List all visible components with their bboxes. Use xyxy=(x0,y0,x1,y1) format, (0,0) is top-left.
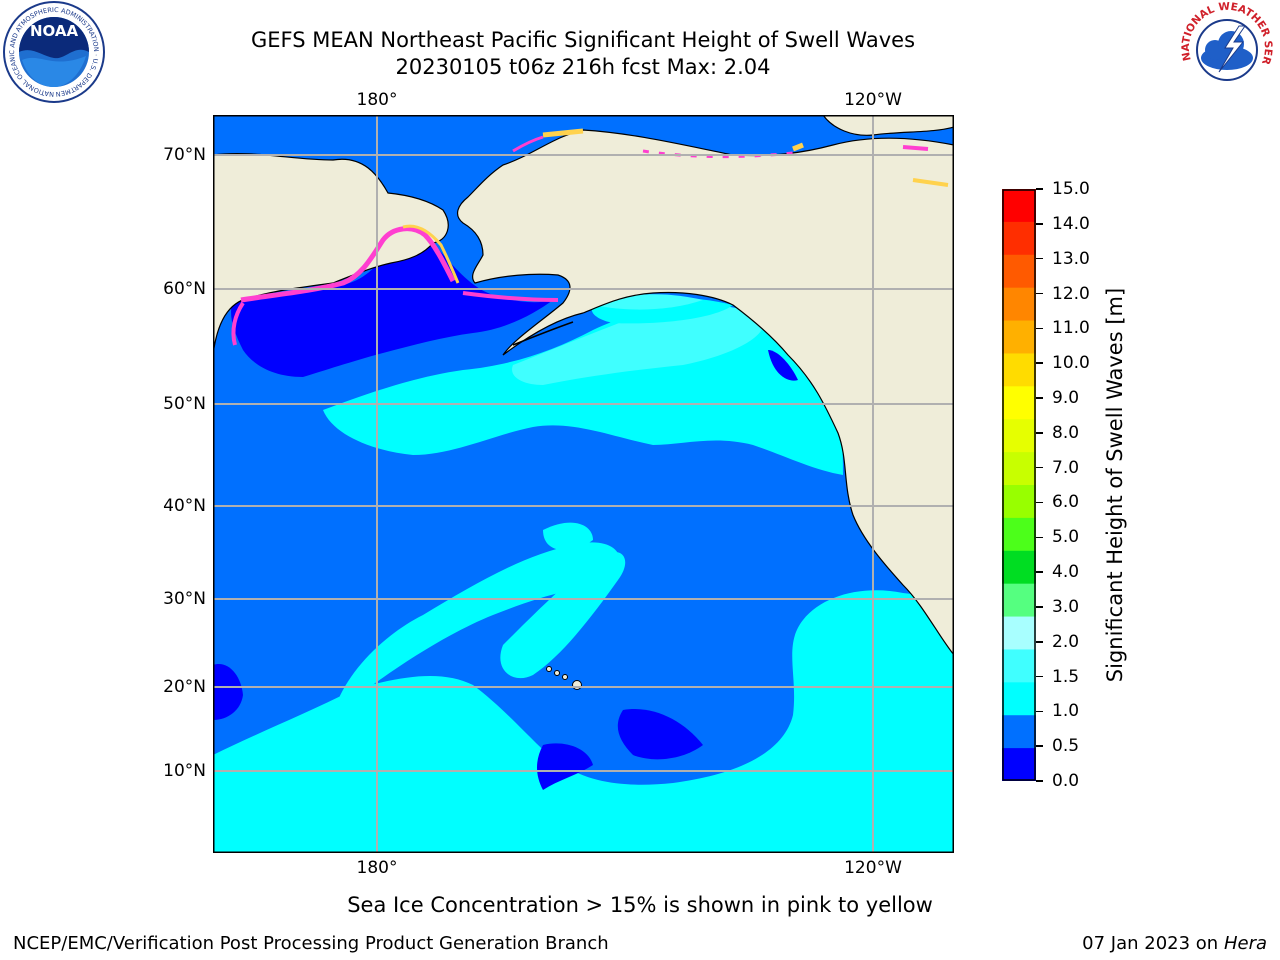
colorbar-cell xyxy=(1002,715,1036,749)
colorbar-tick-label: 8.0 xyxy=(1052,422,1080,443)
colorbar-tick-label: 1.5 xyxy=(1052,666,1080,687)
lat-tick-50n: 50°N xyxy=(163,394,206,414)
colorbar-cell xyxy=(1002,616,1036,650)
sea-ice xyxy=(231,128,949,346)
noaa-logo-text: NOAA xyxy=(30,22,79,40)
colorbar-tick-label: 5.0 xyxy=(1052,527,1080,548)
colorbar-tick-mark xyxy=(1036,501,1043,504)
ocean-swell-10-15-south xyxy=(213,590,954,853)
colorbar-tick-mark xyxy=(1036,780,1043,782)
colorbar-tick-mark xyxy=(1036,257,1043,260)
colorbar-tick-mark xyxy=(1036,745,1043,747)
colorbar-tick-label: 6.0 xyxy=(1052,492,1080,513)
colorbar-tick-mark xyxy=(1036,641,1043,643)
ocean-swell-15-20 xyxy=(512,304,765,385)
footer-date-text: 07 Jan 2023 on xyxy=(1082,933,1224,954)
colorbar-tick-mark xyxy=(1036,397,1043,399)
colorbar-tick-mark xyxy=(1036,188,1043,190)
colorbar-tick-mark xyxy=(1036,710,1043,713)
colorbar-tick-label: 13.0 xyxy=(1052,248,1090,269)
colorbar-tick-label: 9.0 xyxy=(1052,387,1080,408)
colorbar-tick-label: 2.0 xyxy=(1052,631,1080,652)
colorbar-tick-label: 12.0 xyxy=(1052,283,1090,304)
colorbar-cell xyxy=(1002,287,1036,322)
colorbar-cell xyxy=(1002,386,1036,420)
colorbar-cell xyxy=(1002,353,1036,387)
colorbar-cell xyxy=(1002,649,1036,683)
chart-title: GEFS MEAN Northeast Pacific Significant … xyxy=(250,28,916,52)
sea-ice-note: Sea Ice Concentration > 15% is shown in … xyxy=(347,893,933,917)
colorbar-tick-label: 3.0 xyxy=(1052,596,1080,617)
map-frame xyxy=(213,115,954,853)
colorbar-tick-mark xyxy=(1036,536,1043,538)
colorbar-tick-mark xyxy=(1036,466,1043,469)
map-panel xyxy=(213,115,954,853)
noaa-logo-icon: NATIONAL OCEANIC AND ATMOSPHERIC ADMINIS… xyxy=(0,0,105,103)
colorbar-cell xyxy=(1002,189,1036,223)
footer-date: 07 Jan 2023 on Hera xyxy=(1082,933,1267,955)
colorbar-label: Significant Height of Swell Waves [m] xyxy=(1103,287,1127,683)
colorbar-cell xyxy=(1002,485,1036,519)
colorbar-cell xyxy=(1002,682,1036,716)
colorbar-tick-label: 7.0 xyxy=(1052,457,1080,478)
colorbar-tick-mark xyxy=(1036,223,1043,225)
lat-tick-70n: 70°N xyxy=(163,145,206,165)
lat-tick-20n: 20°N xyxy=(163,677,206,697)
ocean-swell-lt05-west xyxy=(213,664,243,720)
colorbar-tick-label: 1.0 xyxy=(1052,701,1080,722)
colorbar-tick-label: 11.0 xyxy=(1052,318,1090,339)
colorbar-tick-mark xyxy=(1036,292,1043,295)
nws-logo-icon: NATIONAL WEATHER SERVICE ★ ★ ★ xyxy=(1175,0,1275,98)
colorbar-cell xyxy=(1002,517,1036,552)
land-aleutians xyxy=(512,321,574,346)
lon-tick-top-120w: 120°W xyxy=(844,90,902,110)
colorbar-cell xyxy=(1002,583,1036,618)
ocean-swell-lt05-south xyxy=(537,743,593,790)
colorbar-cell xyxy=(1002,254,1036,289)
colorbar xyxy=(1002,189,1036,781)
land-arctic-islands xyxy=(822,115,954,136)
footer-credit: NCEP/EMC/Verification Post Processing Pr… xyxy=(13,933,609,954)
lon-tick-bottom-180: 180° xyxy=(356,858,398,878)
colorbar-cell xyxy=(1002,550,1036,585)
colorbar-cell xyxy=(1002,320,1036,354)
lat-tick-60n: 60°N xyxy=(163,279,206,299)
colorbar-tick-mark xyxy=(1036,432,1043,434)
lat-tick-30n: 30°N xyxy=(163,589,206,609)
land-alaska-canada xyxy=(456,129,954,656)
colorbar-tick-label: 14.0 xyxy=(1052,213,1090,234)
lon-tick-top-180: 180° xyxy=(356,90,398,110)
colorbar-tick-mark xyxy=(1036,327,1043,329)
ocean-swell-lt05-bering xyxy=(231,234,553,377)
ocean-swell-10-15-central xyxy=(333,542,621,715)
colorbar-cell xyxy=(1002,419,1036,453)
colorbar-cell xyxy=(1002,748,1036,781)
map-gridlines xyxy=(213,115,954,853)
colorbar-tick-label: 10.0 xyxy=(1052,353,1090,374)
colorbar-tick-label: 0.5 xyxy=(1052,736,1080,757)
ocean-swell-lt05-east xyxy=(617,709,703,760)
colorbar-tick-label: 4.0 xyxy=(1052,562,1080,583)
lon-tick-bottom-120w: 120°W xyxy=(844,858,902,878)
colorbar-tick-label: 15.0 xyxy=(1052,179,1090,199)
colorbar-tick-label: 0.0 xyxy=(1052,771,1080,791)
colorbar-tick-mark xyxy=(1036,362,1043,364)
colorbar-tick-mark xyxy=(1036,571,1043,573)
colorbar-tick-mark xyxy=(1036,675,1043,678)
lat-tick-10n: 10°N xyxy=(163,761,206,781)
lat-tick-40n: 40°N xyxy=(163,496,206,516)
colorbar-tick-mark xyxy=(1036,606,1043,608)
chart-subtitle: 20230105 t06z 216h fcst Max: 2.04 xyxy=(395,55,771,79)
footer-host: Hera xyxy=(1223,933,1267,954)
colorbar-cell xyxy=(1002,452,1036,486)
colorbar-cell xyxy=(1002,221,1036,256)
